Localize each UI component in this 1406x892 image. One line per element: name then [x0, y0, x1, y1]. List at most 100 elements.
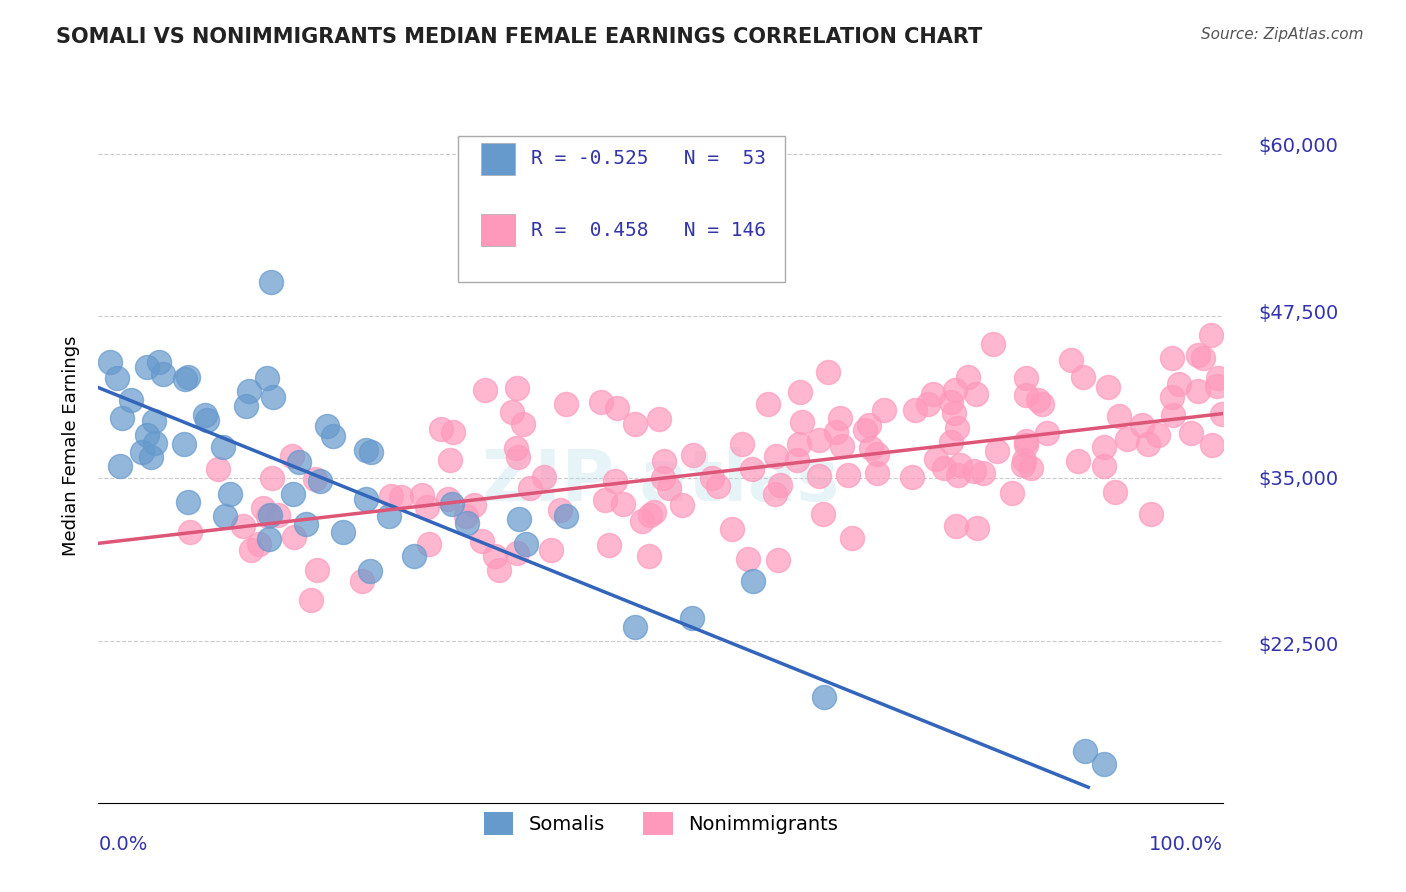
Point [239, 543, 262, 558]
Point [288, 455, 311, 469]
Text: Source: ZipAtlas.com: Source: ZipAtlas.com [1201, 27, 1364, 42]
Point [638, 549, 661, 563]
Point [1092, 756, 1115, 771]
Point [1071, 370, 1094, 384]
Point [1191, 351, 1213, 366]
Point [280, 449, 302, 463]
Point [1001, 486, 1024, 500]
Point [966, 521, 988, 535]
Text: 0.0%: 0.0% [98, 835, 148, 855]
Point [949, 458, 972, 472]
Point [131, 445, 153, 459]
Point [1108, 409, 1130, 424]
Point [1211, 407, 1233, 421]
Point [612, 497, 634, 511]
Point [352, 574, 374, 588]
Point [643, 506, 665, 520]
Point [1026, 392, 1049, 407]
Point [671, 498, 693, 512]
Point [763, 486, 786, 500]
Point [1115, 432, 1137, 446]
Point [962, 464, 984, 478]
Point [941, 435, 963, 450]
Point [789, 437, 811, 451]
Point [456, 509, 478, 524]
Point [359, 564, 381, 578]
Point [828, 411, 851, 425]
Point [214, 509, 236, 524]
Point [207, 462, 229, 476]
Point [630, 514, 652, 528]
Point [1137, 437, 1160, 451]
Point [309, 474, 332, 488]
Point [152, 368, 174, 382]
Point [1097, 380, 1119, 394]
Text: ZIP atlas: ZIP atlas [482, 447, 839, 516]
Point [1067, 454, 1090, 468]
Point [506, 381, 529, 395]
Bar [481, 214, 515, 246]
Point [1130, 418, 1153, 433]
Point [179, 524, 201, 539]
Point [304, 472, 326, 486]
Point [148, 354, 170, 368]
Point [873, 403, 896, 417]
Point [1206, 370, 1229, 384]
Point [143, 435, 166, 450]
Point [389, 490, 412, 504]
Point [1187, 384, 1209, 398]
Point [257, 532, 280, 546]
Point [606, 401, 628, 415]
Point [415, 500, 437, 515]
Point [901, 470, 924, 484]
Point [418, 537, 440, 551]
Point [1199, 327, 1222, 342]
Point [1201, 438, 1223, 452]
Point [924, 452, 946, 467]
Point [247, 536, 270, 550]
Point [807, 434, 830, 448]
Bar [481, 143, 515, 175]
Point [945, 518, 967, 533]
Point [533, 470, 555, 484]
Point [1187, 348, 1209, 362]
Point [439, 453, 461, 467]
Point [853, 423, 876, 437]
Point [252, 501, 274, 516]
Point [437, 492, 460, 507]
Text: $35,000: $35,000 [1258, 470, 1339, 489]
Point [177, 495, 200, 509]
Point [658, 481, 681, 495]
Point [139, 450, 162, 464]
Point [741, 462, 763, 476]
Point [841, 531, 863, 545]
Point [378, 509, 401, 524]
Point [981, 337, 1004, 351]
Point [540, 542, 562, 557]
Point [515, 537, 537, 551]
Point [484, 549, 506, 563]
Point [301, 593, 323, 607]
Point [238, 384, 260, 399]
Point [232, 519, 254, 533]
Point [505, 546, 527, 560]
Point [654, 454, 676, 468]
Point [866, 467, 889, 481]
Point [624, 619, 647, 633]
Point [354, 442, 377, 457]
Point [555, 509, 578, 524]
Point [235, 399, 257, 413]
Point [811, 507, 834, 521]
Point [758, 397, 780, 411]
Point [294, 516, 316, 531]
Point [281, 487, 304, 501]
Point [136, 360, 159, 375]
Point [360, 444, 382, 458]
Point [904, 403, 927, 417]
Point [866, 447, 889, 461]
Point [488, 563, 510, 577]
Point [256, 371, 278, 385]
Point [1161, 351, 1184, 365]
Point [474, 384, 496, 398]
Point [505, 441, 527, 455]
